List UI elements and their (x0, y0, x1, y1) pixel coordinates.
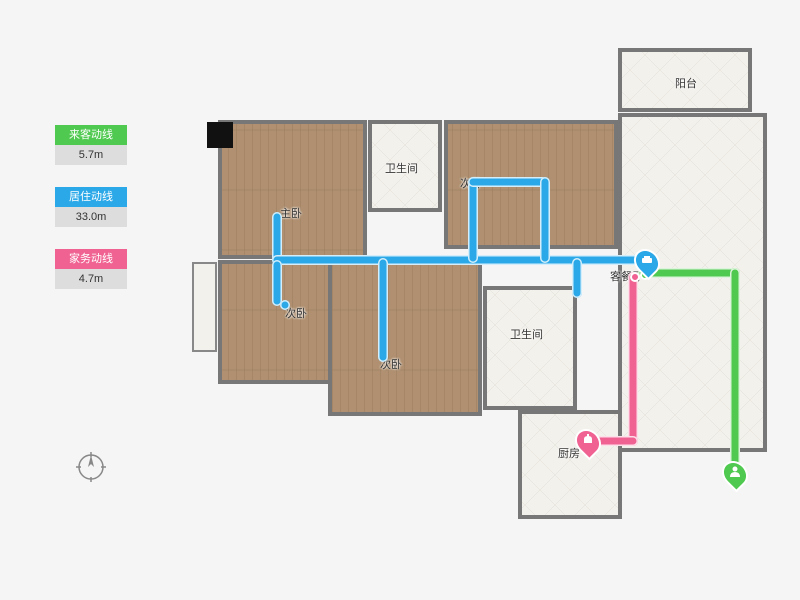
room-label-主卧: 主卧 (280, 205, 302, 221)
balcony-small (192, 262, 217, 352)
legend-chores-value: 4.7m (55, 269, 127, 289)
room-label-阳台: 阳台 (675, 75, 697, 91)
room-厨房 (520, 412, 620, 517)
legend-living-title: 居住动线 (55, 187, 127, 207)
legend-guest-value: 5.7m (55, 145, 127, 165)
flow-pink (628, 272, 638, 444)
floorplan-svg (180, 40, 780, 560)
compass-icon (76, 452, 106, 482)
dot-pink (630, 272, 640, 282)
flow-blue (468, 177, 478, 263)
legend-living: 居住动线 33.0m (55, 187, 127, 227)
room-label-卫生间1: 卫生间 (385, 160, 418, 176)
room-主卧 (220, 122, 365, 257)
flow-blue (540, 177, 550, 263)
pillar (207, 122, 233, 148)
room-卫生间2 (485, 288, 575, 408)
flow-blue (272, 255, 644, 265)
floorplan: 阳台客餐厅主卧卫生间次卧次卧次卧卫生间厨房 (180, 40, 780, 560)
legend-chores: 家务动线 4.7m (55, 249, 127, 289)
room-label-卫生间2: 卫生间 (510, 326, 543, 342)
flow-blue (572, 258, 582, 298)
legend-chores-title: 家务动线 (55, 249, 127, 269)
flow-green (730, 268, 740, 468)
flow-blue (272, 260, 282, 306)
flow-blue (378, 258, 388, 362)
room-次卧3 (330, 262, 480, 414)
legend-living-value: 33.0m (55, 207, 127, 227)
legend-guest: 来客动线 5.7m (55, 125, 127, 165)
legend-guest-title: 来客动线 (55, 125, 127, 145)
flow-blue (468, 177, 548, 187)
